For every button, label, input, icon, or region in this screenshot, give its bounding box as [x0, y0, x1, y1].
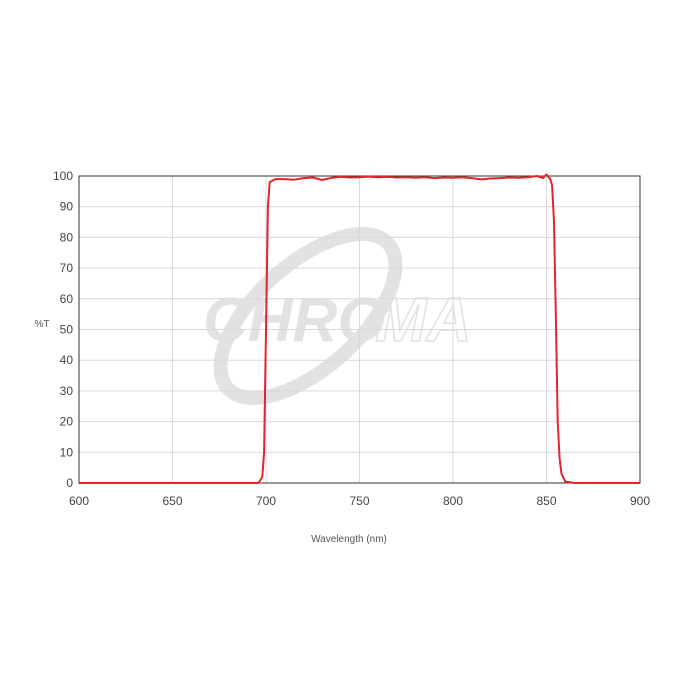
- y-tick-label: 20: [60, 415, 74, 429]
- x-tick-label: 600: [69, 494, 89, 508]
- y-tick-label: 30: [60, 384, 74, 398]
- y-tick-label: 70: [60, 261, 74, 275]
- transmission-curve: [79, 173, 640, 484]
- y-tick-label: 100: [53, 169, 73, 183]
- grid-lines: [79, 176, 640, 483]
- x-tick-label: 650: [162, 494, 182, 508]
- x-tick-label: 900: [630, 494, 650, 508]
- x-tick-label: 700: [256, 494, 276, 508]
- y-axis-title: %T: [35, 319, 50, 330]
- y-axis-ticks: 0 10 20 30 40 50 60 70 80 90 100: [53, 169, 73, 490]
- watermark-text-filled: CHRO: [203, 286, 386, 355]
- watermark-swoosh: [213, 227, 403, 405]
- x-tick-label: 800: [443, 494, 463, 508]
- y-tick-label: 90: [60, 200, 74, 214]
- chroma-watermark-logo: CHRO MA: [203, 227, 472, 405]
- watermark-text-outline: MA: [375, 286, 471, 355]
- y-tick-label: 40: [60, 353, 74, 367]
- y-tick-label: 50: [60, 323, 74, 337]
- y-tick-label: 80: [60, 230, 74, 244]
- x-tick-label: 850: [536, 494, 556, 508]
- x-axis-title: Wavelength (nm): [311, 534, 387, 545]
- y-tick-label: 60: [60, 292, 74, 306]
- y-tick-label: 0: [66, 476, 73, 490]
- y-tick-label: 10: [60, 445, 74, 459]
- x-axis-ticks: 600 650 700 750 800 850 900: [69, 494, 650, 508]
- x-tick-label: 750: [349, 494, 369, 508]
- plot-frame: [78, 175, 641, 484]
